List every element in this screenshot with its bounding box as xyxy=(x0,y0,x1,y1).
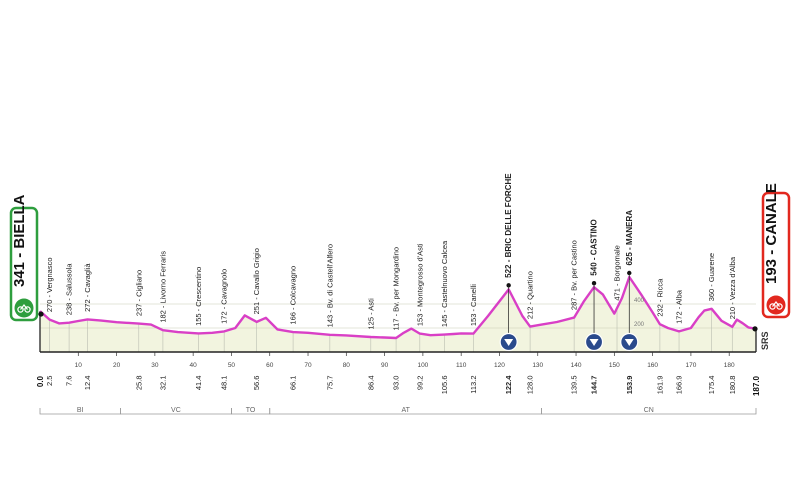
province-label: AT xyxy=(401,407,410,414)
elevation-tick-label: 200 xyxy=(634,322,645,328)
place-km-label: 48.1 xyxy=(220,376,229,391)
km-tick-label: 80 xyxy=(343,362,351,369)
place-km-label: 99.2 xyxy=(415,376,424,391)
place-km-label: 153.9 xyxy=(625,376,634,395)
finish-icon xyxy=(766,295,786,315)
place-label: 360 - Guarene xyxy=(707,253,716,301)
province-label: TO xyxy=(246,407,256,414)
place-label: 182 - Livorno Ferraris xyxy=(158,251,167,323)
climb-marker-icon xyxy=(620,332,639,352)
place-km-label: 180.8 xyxy=(728,376,737,395)
climb-marker-icon xyxy=(584,332,604,352)
province-label: CN xyxy=(644,407,654,414)
place-label: 522 - BRIC DELLE FORCHE xyxy=(504,173,513,278)
km-tick-label: 60 xyxy=(266,362,274,369)
place-label: 125 - Asti xyxy=(366,298,375,330)
place-label: 471 - Borgomale xyxy=(613,245,622,300)
place-label: 272 - Cavaglià xyxy=(83,263,92,312)
province-bracket xyxy=(541,408,757,415)
place-km-label: 144.7 xyxy=(590,376,599,395)
km-tick-label: 130 xyxy=(532,362,543,369)
start-dot xyxy=(38,311,44,317)
place-km-label: 166.9 xyxy=(675,376,684,395)
place-label: 143 - Bv. di Castell'Alfero xyxy=(325,244,334,327)
place-label: 153 - Canelli xyxy=(469,284,478,326)
km-tick-label: 10 xyxy=(75,362,83,369)
place-label: 166 - Colcavagno xyxy=(289,266,298,325)
place-label: 117 - Bv. per Mongardino xyxy=(392,247,401,331)
start-badge-text: 341 - BIELLA xyxy=(11,194,28,287)
km-tick-label: 90 xyxy=(381,362,389,369)
place-km-label: 41.4 xyxy=(194,376,203,391)
km-tick-label: 20 xyxy=(113,362,121,369)
place-label: 212 - Quartino xyxy=(526,271,535,319)
profile-area xyxy=(40,277,756,352)
km-tick-label: 140 xyxy=(571,362,582,369)
place-label: 155 - Crescentino xyxy=(194,267,203,326)
km-tick-label: 180 xyxy=(724,362,735,369)
place-km-label: 113.2 xyxy=(469,376,478,394)
place-label: 210 - Vezza d'Alba xyxy=(728,256,737,319)
finish-dot xyxy=(752,326,758,332)
place-km-label: 66.1 xyxy=(289,376,298,391)
place-km-label: 93.0 xyxy=(392,376,401,391)
place-km-label: 122.4 xyxy=(504,375,513,395)
province-label: BI xyxy=(77,407,84,414)
place-km-label: 56.6 xyxy=(252,376,261,391)
finish-km-label: 187.0 xyxy=(752,375,761,396)
logo-text: SRS xyxy=(760,331,770,350)
place-label: 251 - Cavallo Grigio xyxy=(252,248,261,314)
place-label: 153 - Montegrosso d'Asti xyxy=(415,243,424,326)
km-tick-label: 30 xyxy=(151,362,159,369)
place-km-label: 86.4 xyxy=(366,376,375,391)
km-tick-label: 100 xyxy=(417,362,428,369)
km-tick-label: 170 xyxy=(685,362,696,369)
start-icon xyxy=(14,298,34,318)
km-tick-label: 70 xyxy=(304,362,312,369)
elevation-tick-label: 400 xyxy=(634,298,645,304)
place-km-label: 139.5 xyxy=(570,376,579,395)
place-label: 237 - Cigliano xyxy=(134,270,143,316)
place-km-label: 32.1 xyxy=(158,376,167,391)
place-km-label: 175.4 xyxy=(707,376,716,395)
place-label: 145 - Castelnuovo Calcea xyxy=(440,240,449,327)
finish-badge-text: 193 - CANALE xyxy=(763,183,780,284)
place-label: 232 - Ricca xyxy=(655,278,664,317)
start-badge: 341 - BIELLA xyxy=(9,194,39,322)
province-label: VC xyxy=(171,407,181,414)
place-label: 238 - Salussola xyxy=(65,263,74,316)
km-tick-label: 160 xyxy=(647,362,658,369)
km-tick-label: 120 xyxy=(494,362,505,369)
place-km-label: 12.4 xyxy=(83,376,92,391)
start-km-label: 0.0 xyxy=(36,375,45,387)
place-km-label: 75.7 xyxy=(325,376,334,391)
profile-line xyxy=(39,275,757,340)
place-km-label: 105.6 xyxy=(440,376,449,395)
place-label: 172 - Cavagnolo xyxy=(220,269,229,324)
km-tick-label: 40 xyxy=(190,362,198,369)
place-km-label: 2.5 xyxy=(45,376,54,386)
place-label: 270 - Vergnasco xyxy=(45,257,54,312)
place-label: 287 - Bv. per Castino xyxy=(570,240,579,310)
place-km-label: 25.8 xyxy=(134,376,143,391)
km-tick-label: 150 xyxy=(609,362,620,369)
place-label: 172 - Alba xyxy=(675,289,684,324)
place-label: 540 - CASTINO xyxy=(590,219,599,275)
place-km-label: 128.0 xyxy=(526,376,535,395)
climb-marker-icon xyxy=(499,332,518,352)
place-label: 625 - MANERA xyxy=(625,210,634,266)
place-km-label: 161.9 xyxy=(655,376,664,395)
place-km-label: 7.6 xyxy=(65,376,74,386)
km-tick-label: 110 xyxy=(456,362,467,369)
km-tick-label: 50 xyxy=(228,362,236,369)
finish-badge: 193 - CANALE xyxy=(761,183,791,319)
